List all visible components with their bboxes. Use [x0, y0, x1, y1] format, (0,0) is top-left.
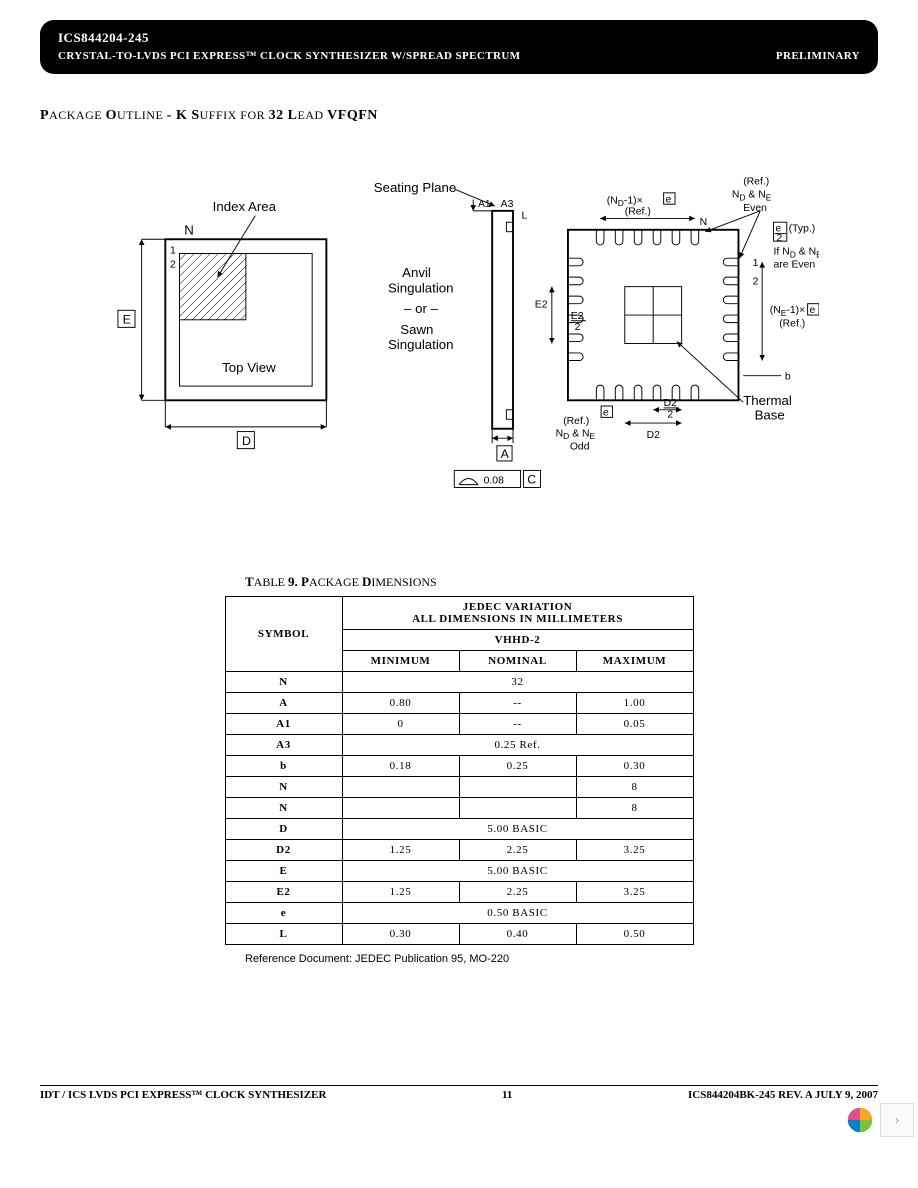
svg-text:Even: Even: [743, 203, 767, 214]
svg-text:A: A: [501, 447, 510, 461]
svg-text:D2: D2: [647, 430, 661, 441]
table-row: e0.50 BASIC: [225, 903, 693, 924]
variant: VHHD-2: [342, 630, 693, 651]
bottom-view-group: (ND-1)× e (Ref.) N (Ref.) ND & NE Even e…: [535, 176, 819, 452]
col-max: MAXIMUM: [576, 651, 693, 672]
reference-document: Reference Document: JEDEC Publication 95…: [40, 953, 878, 965]
datasheet-header: ICS844204-245 CRYSTAL-TO-LVDS PCI EXPRES…: [40, 20, 878, 74]
svg-text:e: e: [666, 194, 672, 205]
table-row: E5.00 BASIC: [225, 861, 693, 882]
svg-text:L: L: [522, 210, 528, 221]
section-title: PACKAGE OUTLINE - K SUFFIX FOR 32 LEAD V…: [40, 108, 878, 124]
svg-text:(Ref.): (Ref.): [743, 176, 769, 187]
svg-text:– or –: – or –: [404, 301, 439, 316]
svg-text:Index Area: Index Area: [213, 199, 277, 214]
part-number: ICS844204-245: [58, 30, 860, 46]
svg-text:N: N: [184, 223, 194, 238]
table-row: D21.252.253.25: [225, 840, 693, 861]
svg-text:(NE-1)×: (NE-1)×: [770, 305, 805, 318]
table-caption: TABLE 9. PACKAGE DIMENSIONS: [40, 574, 878, 590]
footer-right: ICS844204BK-245 REV. A JULY 9, 2007: [688, 1089, 878, 1101]
jedec-variation: JEDEC VARIATION ALL DIMENSIONS IN MILLIM…: [342, 597, 693, 630]
table-row: b0.180.250.30: [225, 756, 693, 777]
svg-text:If ND & NE: If ND & NE: [774, 246, 819, 259]
svg-text:Seating Plane: Seating Plane: [374, 180, 457, 195]
svg-text:ND & NE: ND & NE: [556, 428, 596, 441]
svg-text:0.08: 0.08: [484, 476, 504, 487]
table-row: L0.300.400.50: [225, 924, 693, 945]
svg-text:Singulation: Singulation: [388, 337, 454, 352]
doc-status: PRELIMINARY: [776, 50, 860, 62]
svg-text:Odd: Odd: [570, 442, 590, 453]
side-view-group: Seating Plane A1 A3 L Anvil Singulation …: [374, 180, 541, 488]
svg-text:(Ref.): (Ref.): [625, 207, 651, 218]
table-row: D5.00 BASIC: [225, 819, 693, 840]
table-row: N8: [225, 777, 693, 798]
col-min: MINIMUM: [342, 651, 459, 672]
svg-text:(Ref.): (Ref.): [563, 416, 589, 427]
svg-text:N: N: [700, 217, 708, 228]
table-row: A10--0.05: [225, 714, 693, 735]
svg-text:Anvil: Anvil: [402, 265, 431, 280]
svg-text:Thermal: Thermal: [743, 393, 792, 408]
svg-text:ND & NE: ND & NE: [732, 190, 772, 203]
chevron-right-icon: ›: [894, 1111, 899, 1129]
table-row: A0.80--1.00: [225, 693, 693, 714]
svg-text:2: 2: [575, 322, 581, 333]
svg-text:E: E: [123, 313, 131, 327]
svg-text:(Ref.): (Ref.): [779, 318, 805, 329]
svg-text:E2: E2: [571, 311, 584, 322]
svg-text:Singulation: Singulation: [388, 280, 454, 295]
svg-text:Top View: Top View: [222, 360, 276, 375]
svg-text:2: 2: [170, 260, 176, 271]
next-page-button[interactable]: ›: [880, 1103, 914, 1137]
svg-text:A3: A3: [501, 199, 514, 210]
svg-text:1: 1: [170, 245, 176, 256]
table-row: A30.25 Ref.: [225, 735, 693, 756]
page-footer: IDT / ICS LVDS PCI EXPRESS™ CLOCK SYNTHE…: [40, 1085, 878, 1101]
svg-text:e: e: [810, 305, 816, 316]
top-view-group: Index Area N 1 2 Top View E D: [118, 199, 326, 449]
svg-text:b: b: [785, 371, 791, 382]
footer-left: IDT / ICS LVDS PCI EXPRESS™ CLOCK SYNTHE…: [40, 1089, 326, 1101]
dimensions-table: SYMBOL JEDEC VARIATION ALL DIMENSIONS IN…: [225, 596, 694, 945]
col-nom: NOMINAL: [459, 651, 576, 672]
svg-text:A1: A1: [478, 199, 491, 210]
svg-text:2: 2: [753, 277, 759, 288]
svg-text:e: e: [603, 407, 609, 418]
svg-text:2: 2: [667, 409, 673, 420]
svg-text:are Even: are Even: [774, 260, 816, 271]
svg-text:2: 2: [776, 233, 782, 244]
svg-text:E2: E2: [535, 299, 548, 310]
svg-text:D2: D2: [664, 398, 678, 409]
svg-text:C: C: [527, 473, 536, 487]
table-row: E21.252.253.25: [225, 882, 693, 903]
part-description: CRYSTAL-TO-LVDS PCI EXPRESS™ CLOCK SYNTH…: [58, 50, 520, 62]
table-row: N32: [225, 672, 693, 693]
footer-page-number: 11: [502, 1089, 512, 1101]
package-diagram: Index Area N 1 2 Top View E D: [40, 154, 878, 514]
viewer-dock: ›: [846, 1103, 914, 1137]
col-symbol: SYMBOL: [225, 597, 342, 672]
table-row: N8: [225, 798, 693, 819]
svg-text:Sawn: Sawn: [400, 322, 433, 337]
logo-icon: [846, 1106, 874, 1134]
svg-text:(Typ.): (Typ.): [789, 224, 816, 235]
svg-text:1: 1: [753, 258, 759, 269]
svg-text:D: D: [242, 434, 251, 448]
svg-text:Base: Base: [755, 407, 785, 422]
